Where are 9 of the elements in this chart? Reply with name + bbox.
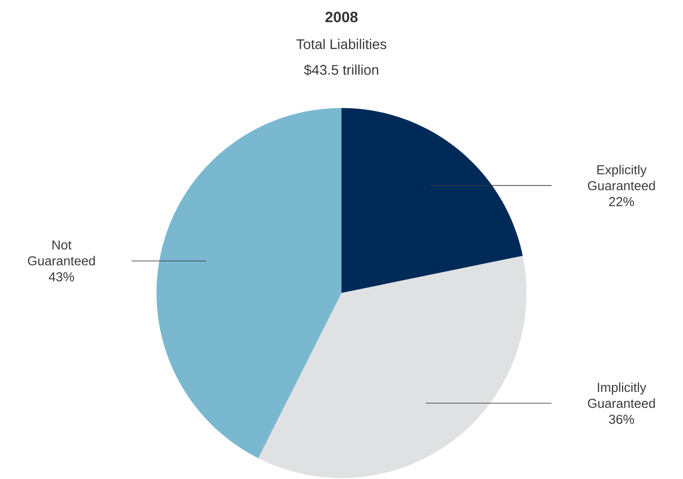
chart-title: 2008 — [325, 12, 358, 22]
text: $43.5 trillion — [304, 64, 378, 76]
data-label: 43% — [48, 272, 74, 282]
slice-label: Not Guaranteed — [28, 240, 95, 266]
chart-subtitle: Total Liabilities — [296, 38, 386, 50]
slice-label: Explicitly Guaranteed — [588, 164, 655, 190]
slice-label: Implicitly Guaranteed — [588, 382, 655, 408]
data-label: 36% — [609, 414, 634, 424]
data-label: 22% — [609, 197, 634, 206]
